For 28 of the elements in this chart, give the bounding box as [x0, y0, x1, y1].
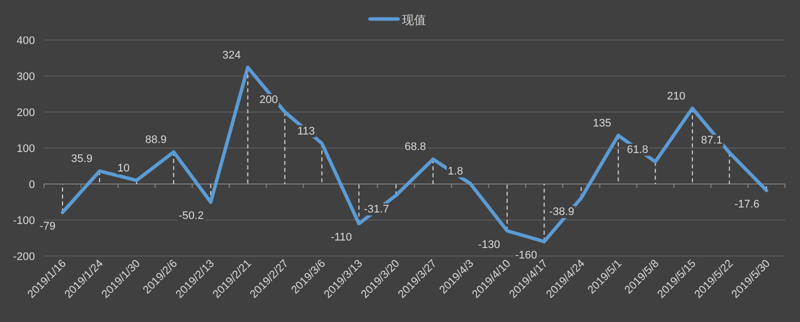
y-tick-label: 200	[16, 107, 35, 119]
data-label: -130	[478, 238, 500, 251]
y-tick-label: 400	[16, 35, 35, 47]
y-tick-label: 300	[16, 71, 35, 83]
data-label: 135	[592, 117, 612, 130]
data-label: 1.8	[448, 165, 464, 178]
data-label: -79	[40, 220, 56, 232]
data-label: -110	[330, 232, 352, 244]
y-tick-label: 100	[16, 143, 35, 155]
data-label: 10	[117, 162, 130, 174]
y-tick-label: -200	[12, 251, 35, 263]
data-label: 200	[259, 94, 278, 106]
data-label: 35.9	[71, 153, 93, 166]
data-label: 87.1	[701, 134, 722, 147]
data-label: 68.8	[404, 141, 426, 154]
y-tick-label: -100	[12, 215, 35, 227]
data-label: 324	[222, 49, 241, 62]
data-label: -50.2	[178, 210, 204, 222]
data-label: -17.6	[734, 198, 760, 210]
data-label: 210	[667, 90, 686, 102]
data-label: 113	[297, 125, 315, 138]
legend-label: 现值	[402, 13, 426, 27]
data-label: -38.9	[549, 206, 574, 218]
y-tick-label: 0	[28, 179, 35, 191]
data-label: 61.8	[626, 144, 648, 156]
data-label: -31.7	[364, 203, 389, 216]
data-label: 88.9	[145, 134, 167, 146]
data-label: -160	[515, 250, 538, 262]
